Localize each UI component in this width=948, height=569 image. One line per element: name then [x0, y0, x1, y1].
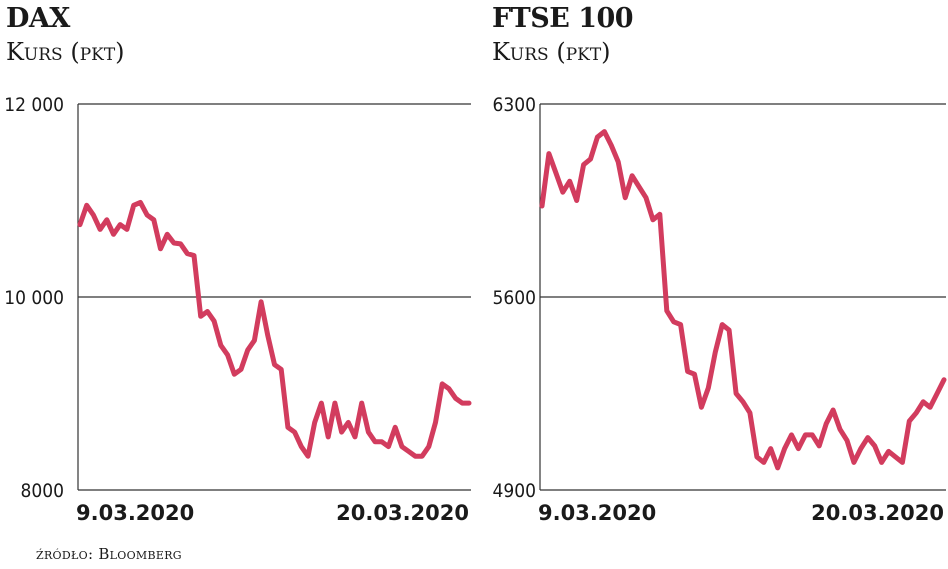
chart-1-subtitle: Kurs (pkt) — [6, 38, 125, 66]
y-tick-label: 12 000 — [4, 94, 64, 116]
series-line — [539, 129, 947, 471]
chart-2-subtitle: Kurs (pkt) — [492, 38, 611, 66]
x-tick-label-start: 9.03.2020 — [76, 501, 194, 525]
y-tick-label: 10 000 — [4, 287, 64, 309]
y-tick-label: 6300 — [493, 94, 537, 116]
series-line — [77, 199, 472, 459]
dax-chart: 12 000 10 000 8000 9.03.2020 20.03.2020 — [4, 94, 472, 525]
x-tick-label-end: 20.03.2020 — [811, 501, 944, 525]
chart-1-title: DAX — [6, 3, 70, 34]
x-tick-label-start: 9.03.2020 — [538, 501, 656, 525]
y-tick-label: 4900 — [493, 480, 537, 502]
source-label: źródło: Bloomberg — [36, 545, 182, 563]
x-tick-label-end: 20.03.2020 — [336, 501, 469, 525]
y-tick-label: 8000 — [21, 480, 65, 502]
y-tick-label: 5600 — [493, 287, 537, 309]
chart-2-title: FTSE 100 — [492, 3, 634, 34]
